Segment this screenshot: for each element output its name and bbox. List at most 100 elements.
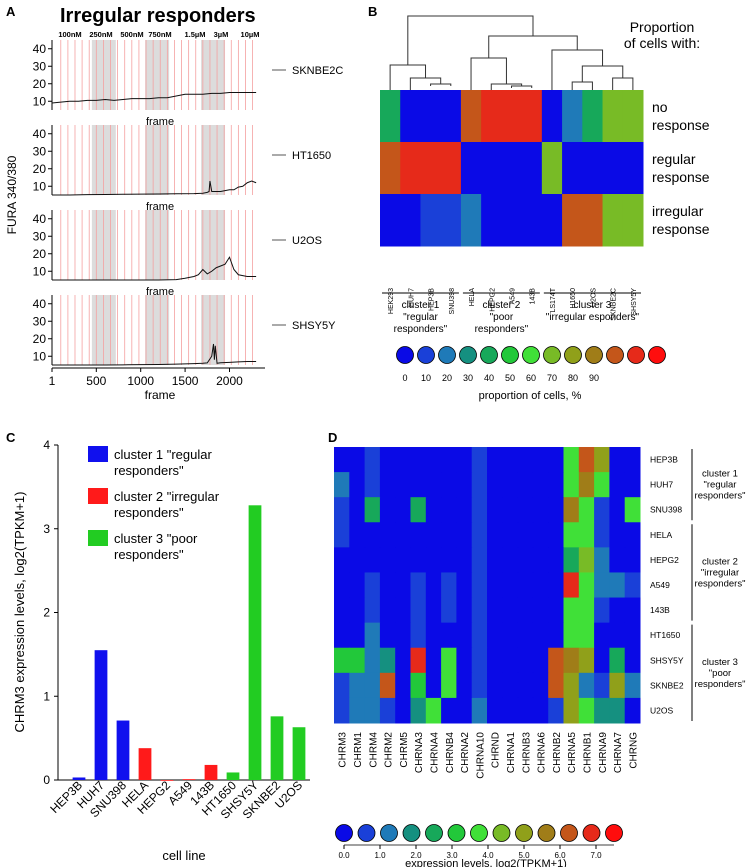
heat-cell <box>456 497 473 523</box>
column-label: CHRNB3 <box>521 732 532 774</box>
legend-swatch <box>459 346 477 364</box>
column-label: CHRM4 <box>368 732 379 768</box>
heat-cell <box>410 672 427 699</box>
heat-cell <box>582 142 604 195</box>
heat-cell <box>548 522 564 548</box>
x-tick-label: 1500 <box>172 374 199 388</box>
dendrogram-link <box>511 85 533 88</box>
heat-cell <box>425 622 442 649</box>
stim-shade <box>201 125 226 195</box>
heat-cell <box>548 697 564 724</box>
legend-tick-label: 3.0 <box>446 851 458 860</box>
column-label: CHRNA5 <box>567 732 578 774</box>
legend-tick-label: 0.0 <box>338 851 350 860</box>
heat-cell <box>349 672 366 699</box>
trace-line <box>52 180 257 196</box>
heat-cell <box>487 647 503 674</box>
column-label: CHRNG <box>628 732 639 769</box>
row-label: U2OS <box>650 705 673 715</box>
bar <box>226 772 240 780</box>
dendrogram-link <box>430 83 452 86</box>
heat-cell <box>502 672 519 699</box>
heat-cell <box>349 522 366 548</box>
dendrogram <box>389 15 634 90</box>
heat-cell <box>563 597 580 624</box>
heat-cell <box>364 497 381 523</box>
heat-cell <box>594 522 610 548</box>
row-label: irregular <box>652 203 704 219</box>
cluster-label: cluster 3 <box>574 300 612 311</box>
cluster-label: cluster 2 <box>702 556 738 567</box>
heat-cell <box>349 497 366 523</box>
heat-cell <box>578 522 595 548</box>
heat-cell <box>609 547 626 573</box>
legend-label: responders" <box>114 547 184 562</box>
heat-cell <box>395 672 411 699</box>
column-label: 143B <box>530 288 537 305</box>
heat-cell <box>532 522 549 548</box>
heat-cell <box>471 697 488 724</box>
heat-cell <box>624 447 641 473</box>
legend-swatch <box>605 824 623 842</box>
heat-cell <box>578 697 595 724</box>
heat-cell <box>395 597 411 624</box>
heat-cell <box>471 647 488 674</box>
x-tick-label: 1000 <box>127 374 154 388</box>
cluster-label: "poor <box>709 668 731 679</box>
legend-label: responders" <box>114 505 184 520</box>
heat-cell <box>548 622 564 649</box>
legend-swatch <box>417 346 435 364</box>
heat-cell <box>456 697 473 724</box>
x-tick-label: 1 <box>49 374 56 388</box>
heat-cell <box>487 672 503 699</box>
heat-cell <box>334 522 350 548</box>
dendrogram-link <box>488 35 578 58</box>
y-tick-label: 40 <box>33 297 47 311</box>
y-tick-label: 10 <box>33 349 47 363</box>
heat-cell <box>456 572 473 599</box>
heat-cell <box>609 597 626 624</box>
dendrogram-link <box>470 57 507 90</box>
legend-tick-label: 40 <box>484 373 494 383</box>
heat-cell <box>349 647 366 674</box>
heat-cell <box>471 622 488 649</box>
column-label: CHRM3 <box>338 732 349 768</box>
heat-cell <box>334 472 350 498</box>
heat-cell <box>471 547 488 573</box>
legend-tick-label: 60 <box>526 373 536 383</box>
heat-cell <box>456 647 473 674</box>
heat-cell <box>517 497 534 523</box>
heat-cell <box>602 194 624 247</box>
legend-tick-label: 2.0 <box>410 851 422 860</box>
heat-cell <box>456 622 473 649</box>
cluster-label: cluster 2 <box>482 300 520 311</box>
legend-label: cluster 2 "irregular <box>114 489 220 504</box>
heat-cell <box>395 697 411 724</box>
legend-tick-label: 20 <box>442 373 452 383</box>
heat-cell <box>441 572 457 599</box>
concentration-label: 250nM <box>89 30 112 39</box>
heat-cell <box>624 522 641 548</box>
heat-cell <box>501 142 523 195</box>
heat-cell <box>471 597 488 624</box>
legend-swatch <box>88 530 108 546</box>
heat-cell <box>541 90 563 143</box>
heat-cell <box>532 572 549 599</box>
heat-cell <box>609 672 626 699</box>
heat-cell <box>502 522 519 548</box>
heat-cell <box>624 647 641 674</box>
heat-cell <box>578 472 595 498</box>
column-label: CHRM2 <box>384 732 395 768</box>
heat-cell <box>609 472 626 498</box>
heat-cell <box>379 572 396 599</box>
heat-cell <box>410 572 427 599</box>
row-label: HEPG2 <box>650 555 679 565</box>
heat-cell <box>624 597 641 624</box>
y-tick-label: 0 <box>43 773 50 787</box>
heat-cell <box>548 497 564 523</box>
heat-cell <box>364 597 381 624</box>
row-label: HEP3B <box>650 455 678 465</box>
row-label: response <box>652 169 710 185</box>
heat-cell <box>578 447 595 473</box>
